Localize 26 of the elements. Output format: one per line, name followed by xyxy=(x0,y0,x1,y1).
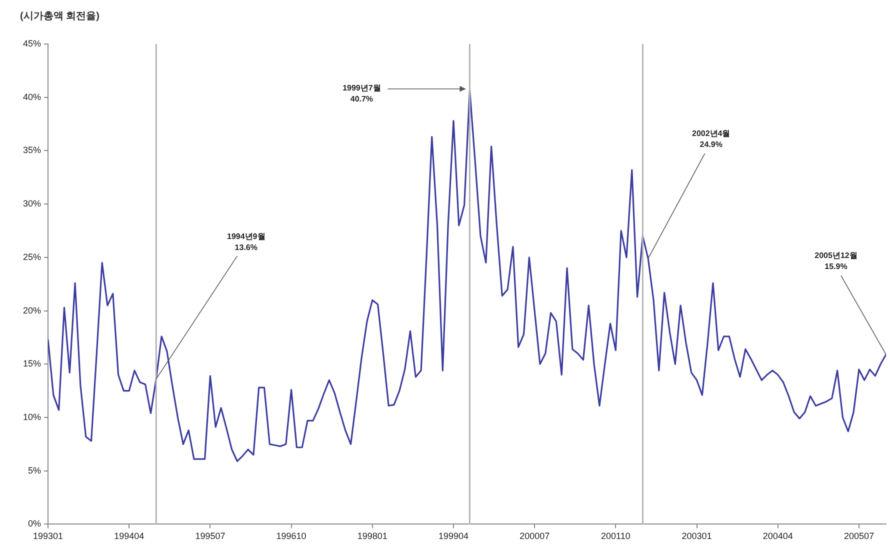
x-tick-label: 199301 xyxy=(32,531,64,542)
y-tick-label: 10% xyxy=(23,412,42,422)
y-tick-label: 45% xyxy=(23,38,42,48)
y-tick-label: 15% xyxy=(23,358,42,369)
x-tick-label: 200404 xyxy=(762,531,793,542)
y-tick-label: 5% xyxy=(28,465,42,476)
x-tick-label: 199404 xyxy=(114,531,144,542)
y-tick-label: 25% xyxy=(23,252,42,262)
y-tick-label: 0% xyxy=(28,518,42,529)
y-tick-label: 20% xyxy=(23,305,42,316)
x-tick-label: 199610 xyxy=(276,531,306,542)
x-tick-label: 199801 xyxy=(357,531,388,542)
x-tick-label: 199904 xyxy=(438,531,469,542)
x-tick-label: 200301 xyxy=(682,531,712,542)
y-tick-label: 40% xyxy=(23,92,42,102)
annotation: 1999년7월 40.7% xyxy=(342,84,381,104)
annotation: 1994년9월 13.6% xyxy=(227,232,266,252)
annotation: 2002년4월 24.9% xyxy=(692,129,730,150)
y-tick-label: 35% xyxy=(23,145,42,156)
x-tick-label: 200507 xyxy=(844,531,874,542)
annotation: 2005년12월 15.9% xyxy=(814,251,858,272)
x-tick-label: 200007 xyxy=(520,531,550,542)
y-tick-label: 30% xyxy=(23,198,42,209)
x-tick-label: 200110 xyxy=(600,531,630,542)
x-tick-label: 199507 xyxy=(195,531,226,542)
y-axis-title: (시가총액 회전율) xyxy=(20,10,100,22)
